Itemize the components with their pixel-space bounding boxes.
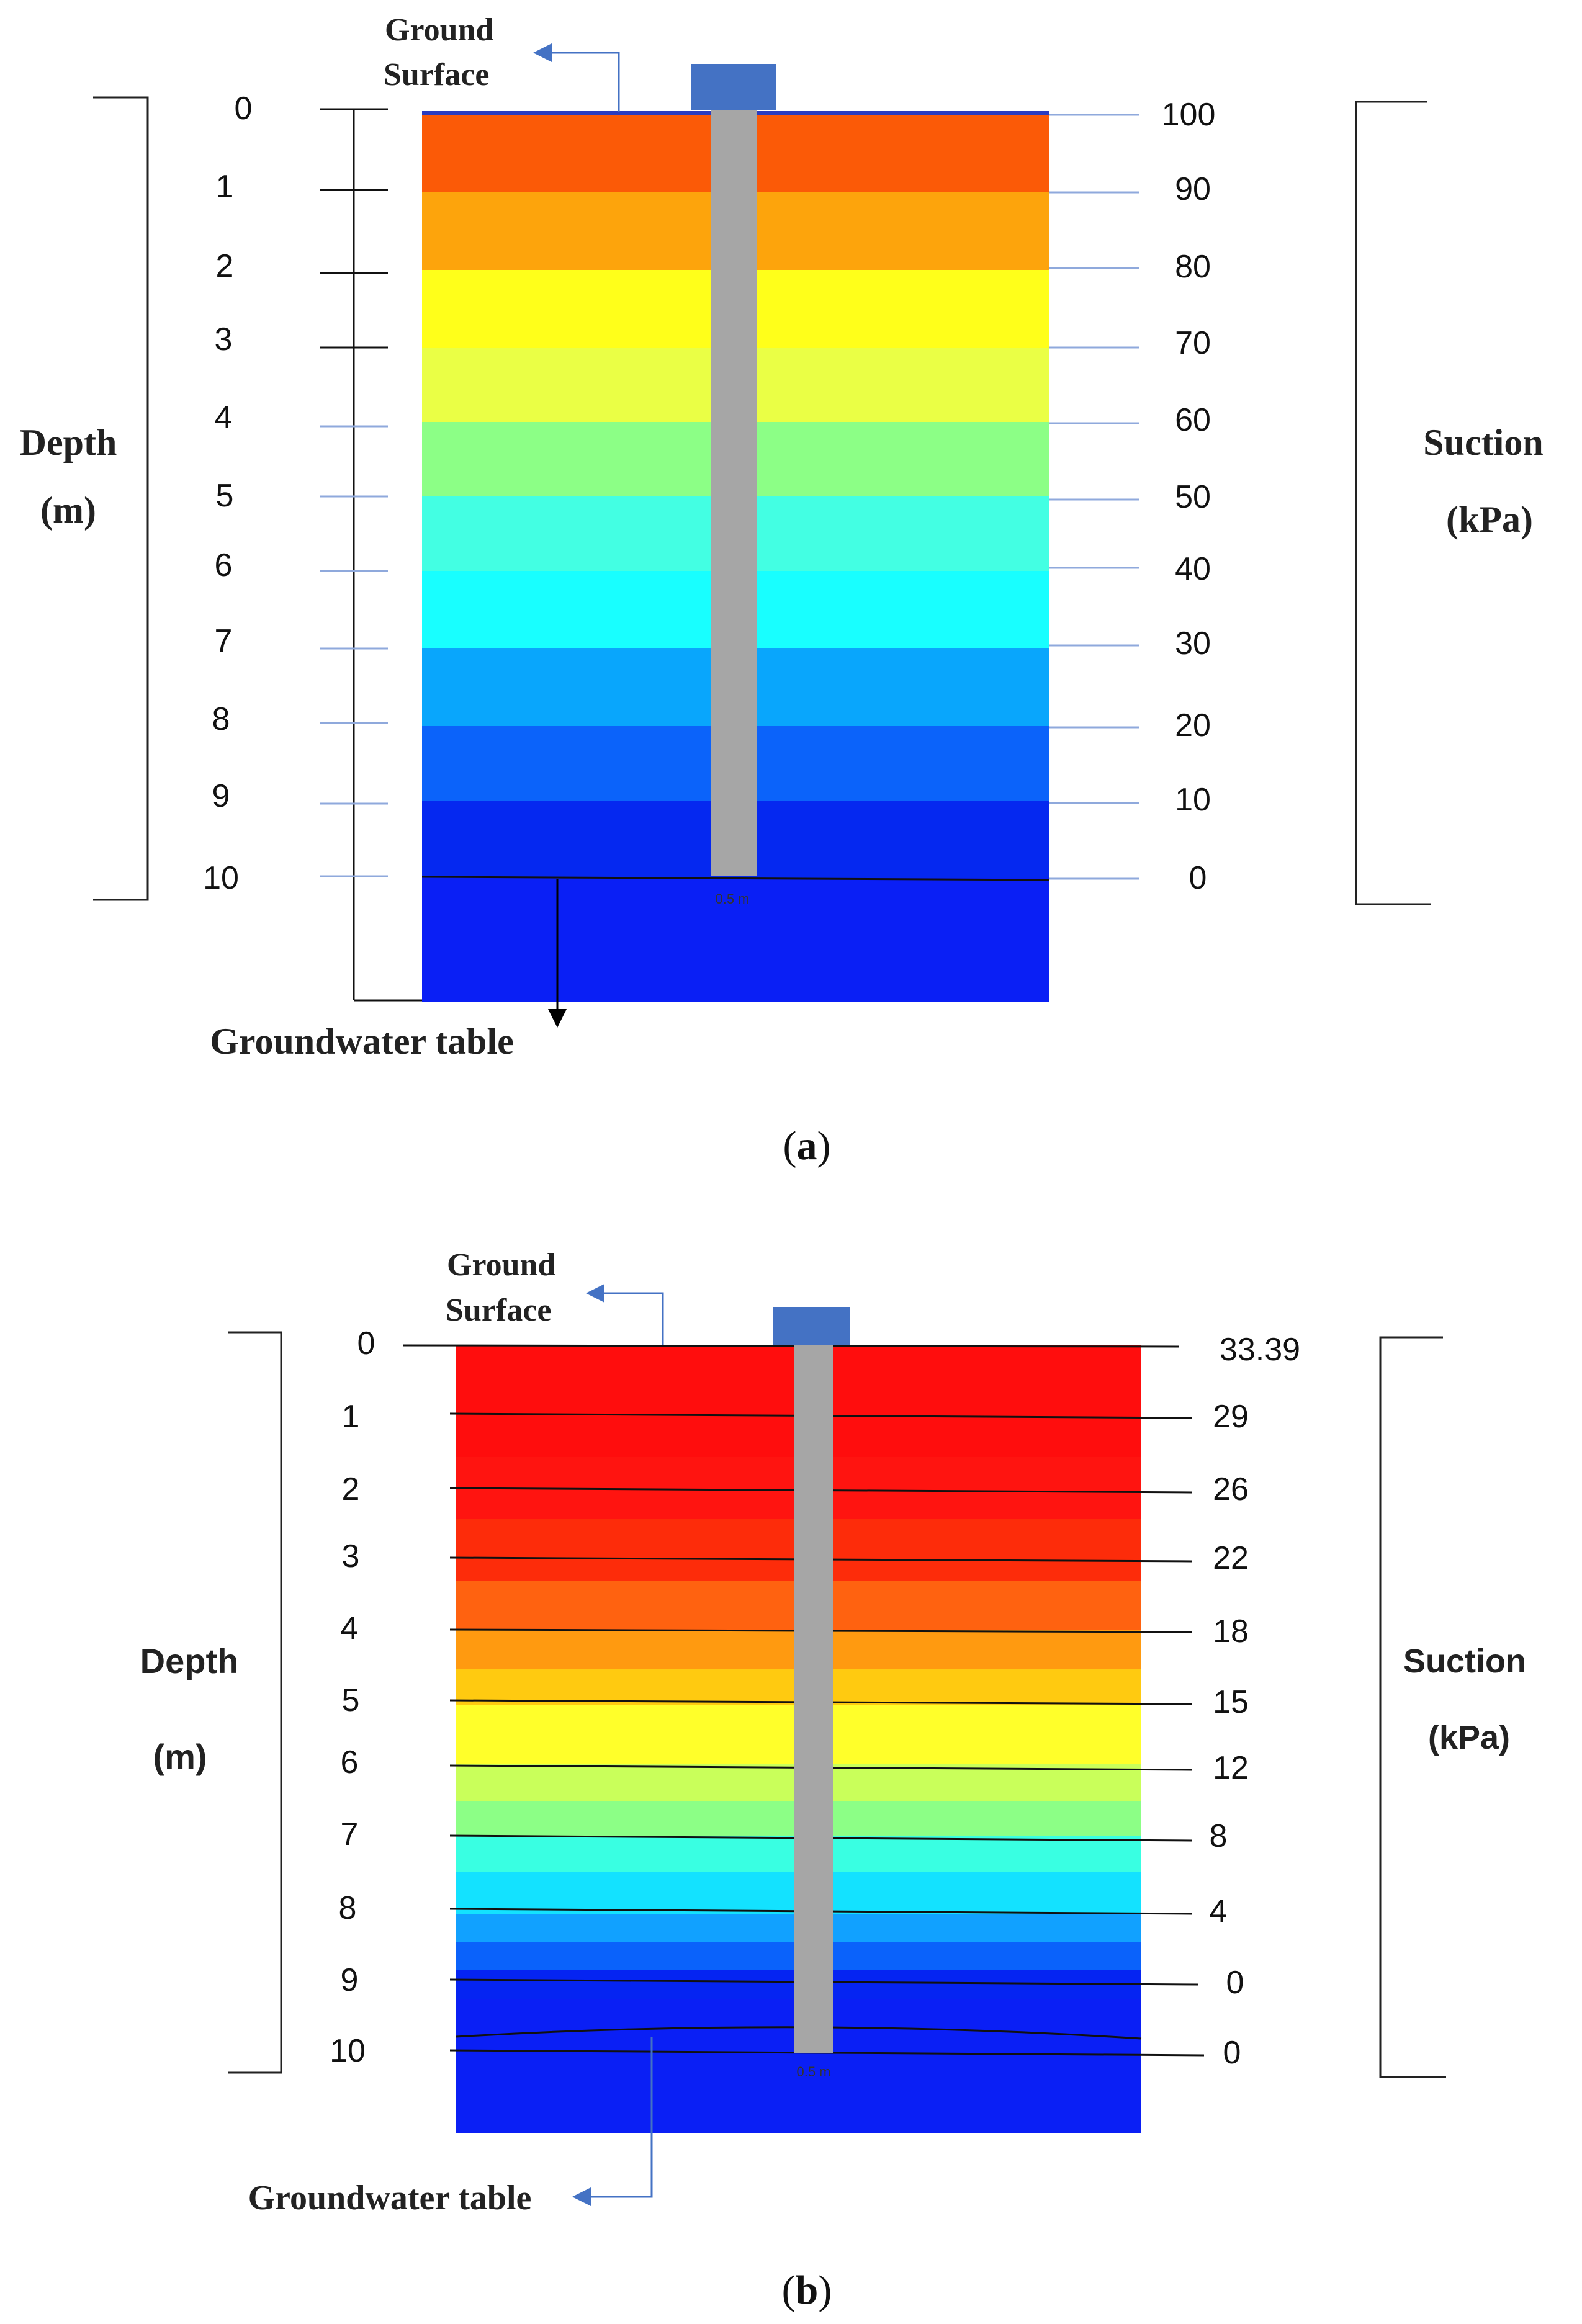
panel-b-groundwater-label: Groundwater table (248, 2179, 532, 2217)
panel-b-depth-tick-label: 5 (342, 1682, 360, 1718)
panel-b-depth-tick-label: 0 (357, 1326, 375, 1362)
panel-b-suction-tick-label: 8 (1210, 1818, 1228, 1854)
panel-a-groundwater-label: Groundwater table (210, 1021, 513, 1062)
panel-b-depth-tick-label: 4 (341, 1610, 359, 1646)
panel-b-suction-tick-label: 4 (1210, 1893, 1228, 1929)
panel-a-depth-tick-label: 2 (216, 248, 234, 284)
panel-a-pile (711, 110, 757, 876)
panel-a-caption: (a) (783, 1123, 831, 1169)
panel-b-suction-label: Suction (1403, 1643, 1526, 1680)
panel-b-ground-surface-arrow (586, 1284, 664, 1345)
panel-b-depth-tick-label: 10 (330, 2033, 366, 2069)
panel-b-pile-width-label: 0.5 m (796, 2064, 830, 2079)
panel-a-band (422, 878, 1049, 1002)
panel-b-ground-surface-line2: Surface (446, 1293, 551, 1328)
panel-a-depth-tick-label: 9 (212, 778, 230, 814)
panel-b-grid-line (403, 1344, 1180, 1348)
panel-b-suction-tick-label: 33.39 (1220, 1332, 1300, 1368)
panel-a-suction-tick-label: 100 (1162, 97, 1216, 133)
panel-a-caption-letter: a (797, 1123, 817, 1169)
panel-b: 0.5 m Ground Surface 0 1 2 3 4 5 6 7 8 9… (140, 1247, 1526, 2313)
panel-b-caption: (b) (782, 2268, 832, 2313)
panel-a-suction-tick-label: 20 (1175, 707, 1211, 743)
panel-a-depth-tick-label: 6 (215, 547, 233, 583)
panel-a-depth-tick-label: 7 (215, 623, 233, 659)
panel-b-depth-tick-label: 6 (341, 1744, 359, 1780)
panel-a-suction-tick-label: 90 (1175, 171, 1211, 207)
panel-a-depth-tick-label: 5 (216, 478, 234, 514)
panel-a-pile-width-label: 0.5 m (715, 891, 749, 907)
panel-b-depth-bracket (228, 1331, 282, 2074)
panel-a-suction-unit: (kPa) (1446, 499, 1533, 540)
panel-a-suction-tick-label: 10 (1175, 782, 1211, 818)
panel-b-suction-tick-label: 0 (1226, 1965, 1244, 2001)
panel-b-suction-bracket (1379, 1336, 1446, 2078)
panel-a-suction-tick-label: 70 (1175, 325, 1211, 361)
panel-a-suction-tick-label: 50 (1175, 479, 1211, 515)
panel-a-caption-open: ( (783, 1123, 797, 1169)
panel-a-suction-tick-label: 80 (1175, 249, 1211, 285)
panel-b-depth-label: Depth (140, 1641, 239, 1680)
panel-a-depth-tick-label: 3 (215, 321, 233, 357)
panel-a-ground-surface-line2: Surface (384, 57, 489, 92)
panel-a-suction-bracket (1355, 101, 1431, 905)
panel-b-suction-tick-label: 12 (1213, 1750, 1249, 1786)
panel-a-depth-label: Depth (20, 422, 117, 463)
panel-b-suction-tick-label: 15 (1213, 1684, 1249, 1720)
panel-b-depth-tick-label: 9 (341, 1962, 359, 1998)
panel-a-depth-tick-label: 8 (212, 701, 230, 737)
panel-a-depth-unit: (m) (40, 490, 96, 531)
panel-a-ground-surface-line1: Ground (385, 12, 493, 48)
panel-b-caption-letter: b (796, 2268, 819, 2313)
panel-b-caption-close: ) (818, 2268, 832, 2313)
panel-b-ground-surface-line1: Ground (447, 1247, 555, 1283)
panel-b-pile (794, 1345, 833, 2053)
panel-b-suction-tick-label: 22 (1213, 1540, 1249, 1576)
panel-a-depth-tick-label: 0 (235, 91, 253, 127)
panel-b-depth-tick-label: 2 (342, 1471, 360, 1507)
panel-b-depth-unit: (m) (153, 1737, 207, 1776)
panel-b-suction-tick-label: 26 (1213, 1471, 1249, 1507)
panel-a-suction-tick-label: 60 (1175, 402, 1211, 438)
panel-a-suction-label: Suction (1423, 422, 1543, 463)
panel-b-depth-tick-label: 8 (339, 1890, 357, 1926)
panel-b-suction-tick-label: 29 (1213, 1399, 1249, 1435)
panel-a-caption-close: ) (817, 1123, 831, 1169)
panel-b-suction-unit: (kPa) (1428, 1719, 1510, 1756)
panel-a: 0.5 m Ground Surface 0 1 2 3 4 5 6 7 8 9… (20, 12, 1544, 1169)
panel-b-groundwater-arrow (572, 2037, 653, 2206)
panel-b-depth-tick-label: 1 (342, 1399, 360, 1435)
panel-b-depth-tick-label: 7 (341, 1816, 359, 1852)
panel-b-depth-tick-label: 3 (342, 1538, 360, 1574)
panel-a-depth-tick-label: 1 (216, 169, 234, 205)
panel-a-depth-tick-label: 4 (215, 400, 233, 436)
panel-b-suction-tick-label: 0 (1223, 2035, 1241, 2071)
panel-a-groundwater-line (421, 876, 1049, 881)
panel-b-pile-cap (773, 1307, 850, 1345)
panel-a-suction-tick-label: 30 (1175, 626, 1211, 662)
panel-a-depth-tick-label: 10 (203, 860, 239, 896)
panel-b-caption-open: ( (782, 2268, 796, 2313)
panel-a-suction-tick-label: 40 (1175, 551, 1211, 587)
panel-a-pile-cap (691, 64, 776, 110)
panel-a-ground-surface-arrow (533, 43, 620, 112)
panel-a-depth-bracket (93, 96, 149, 901)
panel-a-suction-tick-label: 0 (1189, 860, 1207, 896)
panel-b-suction-tick-label: 18 (1213, 1613, 1249, 1649)
